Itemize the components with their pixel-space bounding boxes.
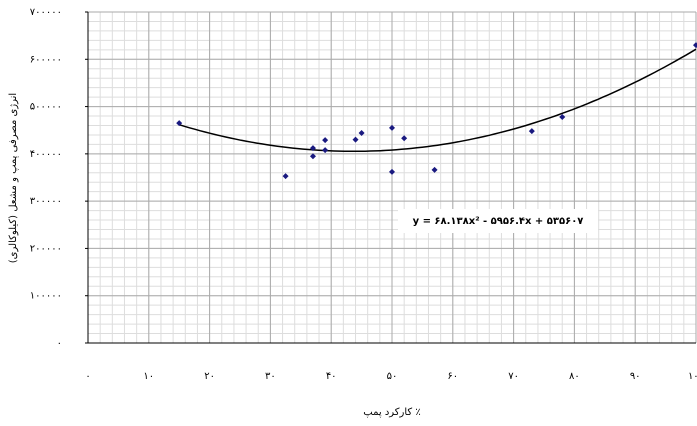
y-tick-label: ۲۰۰۰۰۰	[30, 243, 62, 254]
x-tick-label: ۷۰	[508, 371, 519, 382]
point	[309, 153, 316, 160]
x-tick-label: ۰	[85, 371, 90, 382]
x-tick-label: ۶۰	[447, 371, 458, 382]
point	[693, 42, 697, 49]
point	[389, 124, 395, 131]
y-tick-label: ۱۰۰۰۰۰	[30, 291, 62, 302]
point	[309, 145, 316, 152]
trendline-label: y = ۶۸.۱۳۸x² - ۵۹۵۶.۴x + ۵۳۵۶۰۷	[413, 216, 584, 227]
x-tick-label: ۵۰	[387, 371, 398, 382]
point	[389, 168, 395, 175]
x-tick-label: ۳۰	[265, 371, 276, 382]
point	[322, 137, 329, 144]
point	[352, 136, 359, 143]
y-tick-label: ۵۰۰۰۰۰	[30, 102, 62, 113]
point	[559, 113, 566, 120]
point	[176, 120, 183, 127]
y-tick-label: ۶۰۰۰۰۰	[30, 54, 62, 65]
y-axis-label: انرژی مصرفی پمپ و مشعل (کیلوکالری)	[8, 93, 19, 263]
x-tick-label: ۲۰	[204, 371, 215, 382]
point	[358, 130, 365, 137]
y-tick-label: ۳۰۰۰۰۰	[30, 196, 62, 207]
y-tick-label: ۷۰۰۰۰۰	[30, 7, 62, 18]
x-tick-label: ۱۰۰	[688, 371, 697, 382]
point	[431, 166, 438, 173]
y-tick-label: ۰	[57, 338, 62, 349]
x-tick-label: ۸۰	[569, 371, 580, 382]
x-axis-label: کارکرد پمپ ٪	[363, 407, 421, 418]
point	[401, 135, 408, 142]
point	[282, 173, 289, 180]
x-tick-label: ۹۰	[630, 371, 641, 382]
trendline	[178, 48, 697, 153]
x-tick-label: ۴۰	[326, 371, 337, 382]
y-tick-label: ۴۰۰۰۰۰	[30, 149, 62, 160]
equation-box	[398, 209, 598, 233]
point	[528, 128, 535, 135]
point	[322, 147, 329, 154]
x-tick-label: ۱۰	[143, 371, 154, 382]
